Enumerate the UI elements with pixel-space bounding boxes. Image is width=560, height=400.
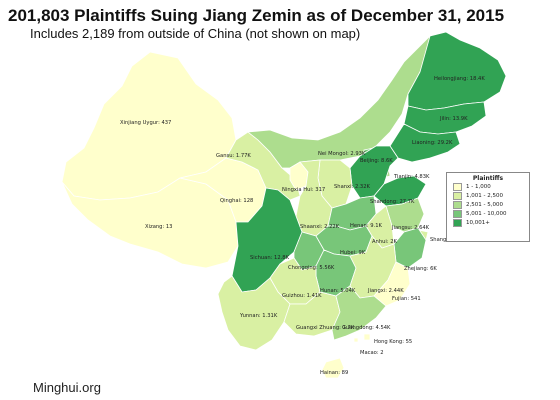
province-label-shaanxi: Shaanxi: 2.22K xyxy=(300,224,340,230)
province-label-tianjin: Tianjin: 4.83K xyxy=(393,174,430,180)
legend-swatch xyxy=(453,182,462,191)
province-label-hongkong: Hong Kong: 55 xyxy=(374,339,412,345)
legend-swatch xyxy=(453,209,462,218)
province-yunnan xyxy=(217,275,291,351)
legend-item: 2,501 - 5,000 xyxy=(453,200,529,209)
province-hongkong xyxy=(363,333,371,341)
province-label-henan: Henan: 9.1K xyxy=(350,223,382,229)
legend-item: 1 - 1,000 xyxy=(453,182,529,191)
legend-swatch xyxy=(453,191,462,200)
province-label-sichuan: Sichuan: 12.8K xyxy=(250,255,290,261)
province-label-yunnan: Yunnan: 1.31K xyxy=(239,313,278,319)
province-label-jiangsu: Jiangsu: 2.64K xyxy=(391,225,430,231)
province-label-fujian: Fujian: 541 xyxy=(392,296,421,302)
province-label-qinghai: Qinghai: 128 xyxy=(220,198,253,204)
province-label-beijing: Beijing: 8.6K xyxy=(360,158,393,164)
province-label-hubei: Hubei: 9K xyxy=(340,250,366,256)
province-label-zhejiang: Zhejiang: 6K xyxy=(404,266,437,272)
legend: Plaintiffs 1 - 1,000 1,001 - 2,500 2,501 -… xyxy=(446,172,530,242)
source-credit: Minghui.org xyxy=(33,380,101,395)
province-label-hunan: Hunan: 5.04K xyxy=(320,288,356,294)
map-title: 201,803 Plaintiffs Suing Jiang Zemin as … xyxy=(8,6,505,25)
province-jiangsu xyxy=(385,197,425,233)
legend-item: 5,001 - 10,000 xyxy=(453,209,529,218)
legend-item: 1,001 - 2,500 xyxy=(453,191,529,200)
legend-swatch xyxy=(453,200,462,209)
province-label-jiangxi: Jiangxi: 2.44K xyxy=(367,288,404,294)
legend-label: 10,001+ xyxy=(466,219,490,226)
province-label-gansu: Gansu: 1.77K xyxy=(216,153,251,159)
map-subtitle: Includes 2,189 from outside of China (no… xyxy=(30,26,361,41)
province-label-guangdong: Guangdong: 4.54K xyxy=(342,325,391,331)
legend-label: 1 - 1,000 xyxy=(466,183,491,190)
province-label-hainan: Hainan: 89 xyxy=(320,370,348,376)
legend-label: 2,501 - 5,000 xyxy=(466,201,503,208)
province-label-xinjiang: Xinjiang Uygur: 437 xyxy=(120,120,171,126)
province-label-xizang: Xizang: 13 xyxy=(145,224,172,230)
legend-title: Plaintiffs xyxy=(472,175,504,182)
province-label-macao: Macao: 2 xyxy=(360,350,384,356)
province-guangdong xyxy=(331,285,387,341)
province-label-guangxi: Guangxi Zhuang: 1.7K xyxy=(296,325,355,331)
province-label-anhui: Anhui: 2K xyxy=(372,239,398,245)
province-label-heilongjiang: Heilongjiang: 18.4K xyxy=(434,76,485,82)
legend-swatch xyxy=(453,218,462,227)
province-macao xyxy=(353,337,359,343)
province-label-ningxia: Ningxia Hui: 317 xyxy=(282,187,325,193)
province-label-guizhou: Guizhou: 1.41K xyxy=(282,293,322,299)
legend-label: 1,001 - 2,500 xyxy=(466,192,503,199)
province-label-shanxi: Shanxi: 2.32K xyxy=(334,184,371,190)
province-label-chongqing: Chongqing: 5.56K xyxy=(288,265,335,271)
province-label-shandong: Shandong: 27.7K xyxy=(370,199,415,205)
province-hainan xyxy=(321,357,345,379)
province-zhejiang xyxy=(393,227,427,269)
province-label-liaoning: Liaoning: 29.2K xyxy=(412,140,453,146)
legend-label: 5,001 - 10,000 xyxy=(466,210,507,217)
legend-item: 10,001+ xyxy=(453,218,529,227)
province-label-neimongol: Nei Mongol: 2.93K xyxy=(318,151,366,157)
province-label-jilin: Jilin: 13.9K xyxy=(439,116,468,122)
